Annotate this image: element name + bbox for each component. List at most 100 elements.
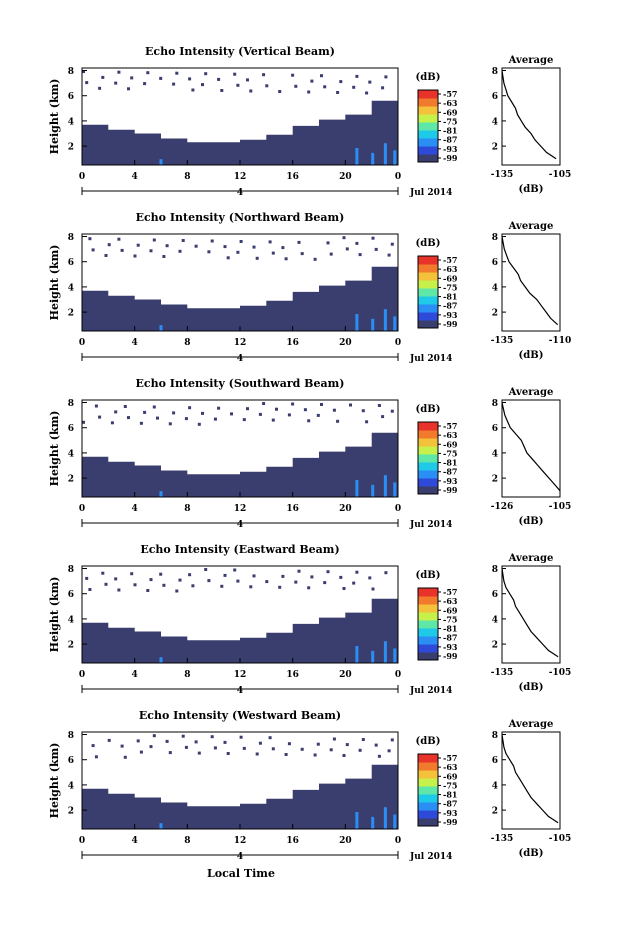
echo-speckle [374,247,378,251]
avg-profile-line [501,402,561,492]
echo-streak [355,812,359,829]
colorbar-tick-label: -81 [443,292,457,302]
echo-speckle [377,404,381,407]
echo-speckle [88,588,92,591]
echo-layer [82,598,398,663]
echo-speckle [130,572,134,576]
echo-speckle [207,250,211,254]
avg-x-label: (dB) [519,350,544,361]
echo-speckle [233,568,237,572]
echo-speckle [326,241,330,245]
echo-speckle [146,589,150,592]
x-tick-label: 20 [339,172,352,182]
y-tick-label: 4 [68,449,74,459]
echo-speckle [258,412,262,416]
echo-streak [393,814,397,829]
echo-speckle [194,740,198,744]
day-label: 4 [237,188,243,198]
colorbar-tick-label: -81 [443,624,457,634]
colorbar-segment [418,304,438,313]
colorbar-segment [418,802,438,811]
y-tick-label: 4 [68,283,74,293]
avg-x-tick-label: -135 [491,336,514,346]
echo-layer [82,266,398,331]
echo-speckle [146,71,150,75]
x-tick-label: 4 [132,338,138,348]
avg-y-tick-label: 8 [492,731,498,741]
y-tick-label: 2 [68,807,74,817]
avg-y-tick-label: 2 [492,475,498,485]
echo-speckle [336,91,340,94]
echo-speckle [291,402,295,406]
echo-speckle [323,581,327,585]
echo-speckle [329,252,333,256]
x-tick-label: 16 [286,504,299,514]
avg-x-tick-label: -105 [549,502,572,512]
colorbar-segment [418,636,438,645]
echo-speckle [104,254,108,257]
echo-streak [383,641,387,663]
colorbar-tick-label: -87 [443,799,457,809]
colorbar-tick-label: -63 [443,596,458,606]
echo-speckle [223,245,227,249]
colorbar-segment [418,114,438,123]
echo-speckle [197,751,201,755]
echo-speckle [310,79,314,83]
echo-speckle [91,744,95,748]
avg-y-tick-label: 6 [492,424,498,434]
echo-speckle [390,409,394,413]
echo-speckle [188,573,192,577]
colorbar-tick-label: -99 [443,817,458,827]
echo-speckle [300,252,304,256]
avg-x-label: (dB) [519,848,544,859]
echo-speckle [130,76,134,80]
panel-4 [81,565,561,693]
colorbar-tick-label: -93 [443,310,458,320]
x-tick-label: 0 [79,670,85,680]
echo-speckle [323,85,327,89]
x-tick-label: 8 [184,670,190,680]
colorbar-tick-label: -63 [443,264,458,274]
echo-speckle [217,406,221,410]
avg-y-tick-label: 4 [492,615,498,625]
echo-streak [159,823,163,829]
echo-speckle [307,586,311,590]
colorbar-tick-label: -75 [443,282,457,292]
echo-speckle [201,83,204,87]
echo-speckle [265,84,269,88]
colorbar-segment [418,264,438,273]
colorbar-segment [418,280,438,289]
echo-speckle [326,570,330,574]
echo-speckle [349,403,352,407]
colorbar-tick-label: -69 [443,605,458,615]
echo-speckle [374,743,378,747]
echo-streak [393,482,397,497]
colorbar-tick-label: -93 [443,144,458,154]
colorbar-segment [418,786,438,795]
echo-speckle [172,411,176,415]
x-tick-label: 16 [286,670,299,680]
echo-speckle [184,745,188,749]
echo-streak [159,657,163,663]
echo-speckle [226,752,230,755]
y-tick-label: 4 [68,615,74,625]
echo-speckle [313,753,317,757]
colorbar-tick-label: -99 [443,319,458,329]
echo-streak [393,150,397,165]
echo-speckle [268,736,272,740]
x-tick-label: 0 [395,504,401,514]
echo-speckle [181,239,185,242]
echo-speckle [255,256,259,260]
x-tick-label: 0 [395,836,401,846]
echo-speckle [377,754,381,758]
colorbar-segment [418,620,438,629]
echo-speckle [358,253,362,257]
avg-y-tick-label: 6 [492,756,498,766]
echo-speckle [213,417,217,421]
echo-streak [383,475,387,497]
date-label: Jul 2014 [409,852,452,862]
colorbar-segment [418,146,438,155]
y-tick-label: 8 [68,67,74,77]
x-tick-label: 0 [79,836,85,846]
